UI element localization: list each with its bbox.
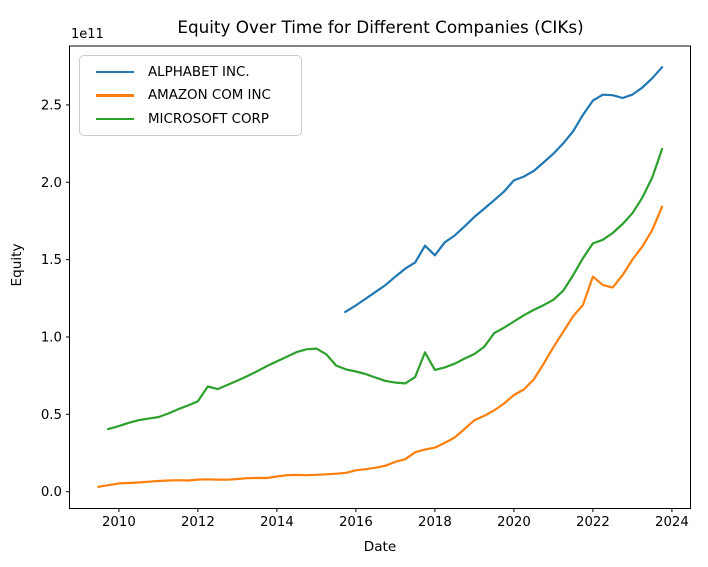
legend-label: MICROSOFT CORP [148, 111, 269, 127]
y-tick-label: 2.0 [41, 176, 62, 191]
x-tick-label: 2024 [655, 515, 689, 530]
x-tick-label: 2018 [418, 515, 452, 530]
x-tick-label: 2022 [576, 515, 610, 530]
series-line-microsoft-corp [107, 147, 664, 431]
y-tick-label: 2.5 [41, 98, 62, 113]
x-tick-label: 2010 [102, 515, 136, 530]
legend-label: AMAZON COM INC [148, 88, 271, 103]
legend-entry: MICROSOFT CORP [96, 112, 301, 127]
chart-title: Equity Over Time for Different Companies… [177, 17, 584, 37]
legend: ALPHABET INC. AMAZON COM INC MICROSOFT COR… [79, 55, 302, 136]
y-tick-label: 0.5 [41, 408, 62, 423]
y-tick-label: 0.0 [41, 485, 62, 500]
x-tick-label: 2016 [339, 515, 373, 530]
legend-line-swatch [96, 70, 134, 74]
legend-line-swatch [96, 94, 134, 97]
series-line-alphabet-inc [344, 66, 664, 313]
y-tick-label: 1.0 [41, 330, 62, 345]
legend-entry: ALPHABET INC. [96, 65, 301, 80]
y-axis-label: Equity [9, 243, 25, 287]
legend-label: ALPHABET INC. [148, 64, 250, 80]
y-axis-offset-label: 1e11 [71, 27, 104, 42]
x-tick-label: 2020 [497, 515, 531, 530]
x-tick-label: 2012 [181, 515, 215, 530]
legend-entry: AMAZON COM INC [96, 88, 301, 103]
x-axis-label: Date [363, 539, 397, 555]
y-tick-label: 1.5 [41, 253, 62, 268]
x-tick-label: 2014 [260, 515, 294, 530]
series-line-amazon-com-inc [97, 205, 664, 488]
axes-spines [69, 45, 691, 509]
legend-line-swatch [96, 117, 134, 121]
